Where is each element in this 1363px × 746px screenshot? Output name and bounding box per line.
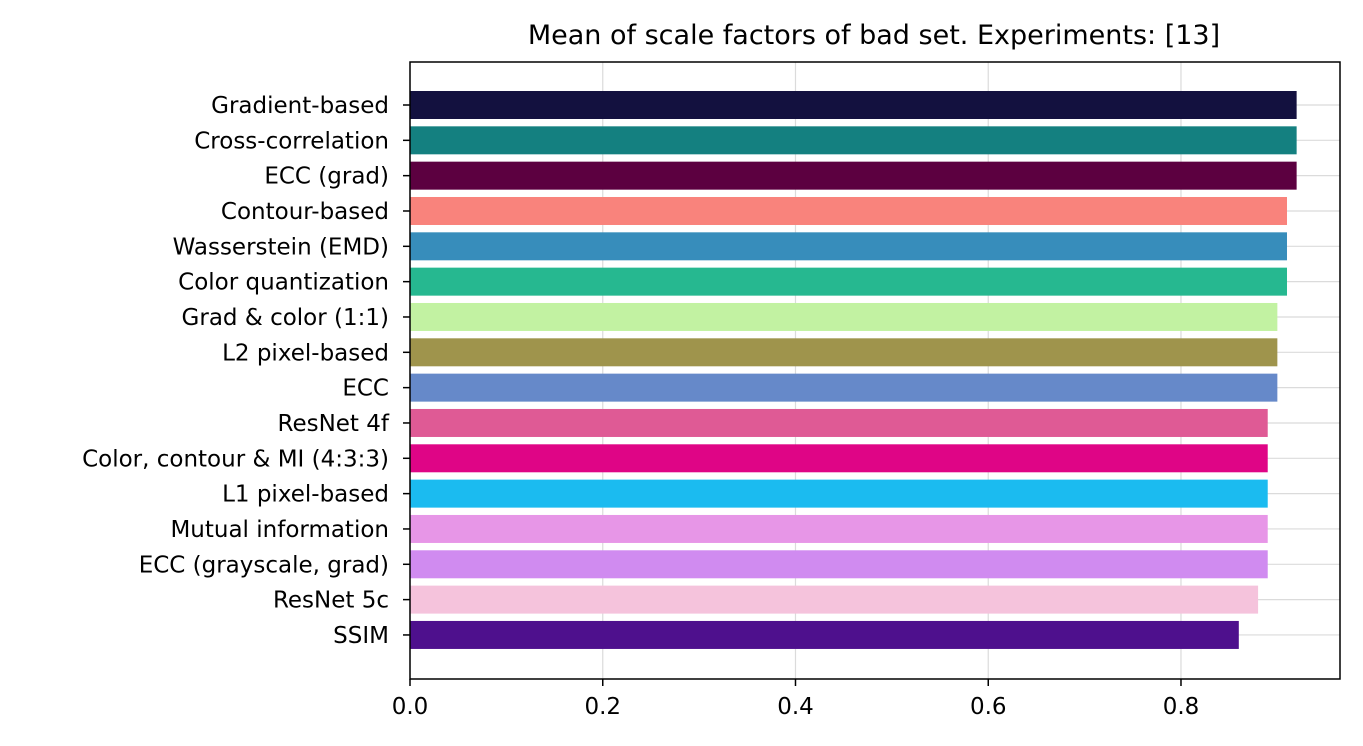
bar [410, 91, 1297, 119]
chart-title: Mean of scale factors of bad set. Experi… [528, 20, 1220, 51]
y-tick-label: Grad & color (1:1) [182, 305, 389, 331]
bar [410, 479, 1268, 508]
bar [410, 302, 1278, 331]
x-tick-label: 0.0 [392, 694, 429, 720]
y-tick-label: ECC [342, 376, 389, 402]
x-tick-label: 0.6 [970, 694, 1007, 720]
bar [410, 514, 1268, 543]
bar [410, 620, 1239, 649]
bar [410, 373, 1278, 402]
x-axis: 0.0 0.2 0.4 0.6 0.8 [392, 679, 1200, 720]
bar [410, 232, 1287, 261]
x-tick-label: 0.8 [1163, 694, 1200, 720]
y-tick-label: ECC (grayscale, grad) [139, 552, 389, 578]
y-tick-label: SSIM [333, 623, 389, 649]
bar [410, 338, 1278, 367]
y-tick-label: Mutual information [170, 517, 389, 543]
bars [410, 91, 1297, 649]
y-tick-label: Gradient-based [211, 93, 389, 119]
y-tick-label: Color, contour & MI (4:3:3) [82, 446, 389, 472]
plot-frame [409, 61, 1341, 680]
bar [410, 550, 1268, 579]
y-tick-label: L2 pixel-based [222, 340, 389, 366]
x-tick-label: 0.4 [777, 694, 814, 720]
bar [410, 408, 1268, 437]
y-tick-label: ECC (grad) [264, 164, 389, 190]
x-tick-label: 0.2 [584, 694, 621, 720]
y-tick-label: Color quantization [178, 270, 389, 296]
y-tick-label: L1 pixel-based [222, 482, 389, 508]
bar [410, 196, 1287, 225]
y-tick-labels: Gradient-based Cross-correlation ECC (grad… [82, 93, 410, 649]
y-tick-label: ResNet 5c [273, 588, 389, 614]
y-tick-label: Contour-based [221, 199, 389, 225]
bar [410, 585, 1259, 614]
y-tick-label: Wasserstein (EMD) [173, 234, 389, 260]
y-tick-label: ResNet 4f [278, 411, 390, 437]
bar [410, 444, 1268, 473]
bar [410, 126, 1297, 155]
bar [410, 267, 1287, 296]
bar [410, 161, 1297, 190]
y-tick-label: Cross-correlation [194, 128, 389, 154]
